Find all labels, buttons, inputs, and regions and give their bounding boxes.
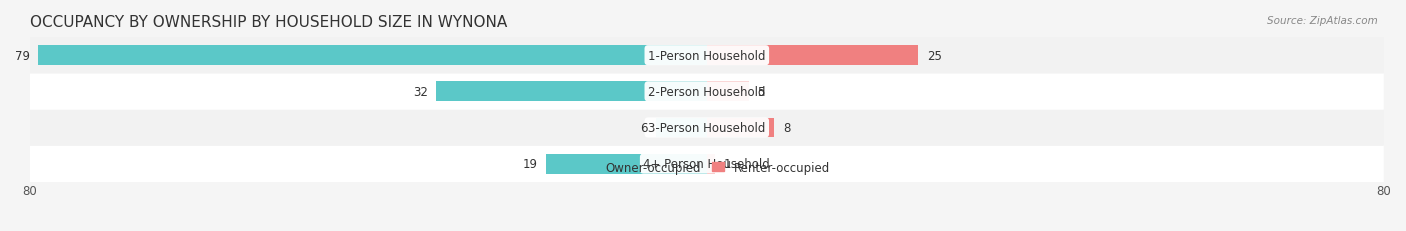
Text: OCCUPANCY BY OWNERSHIP BY HOUSEHOLD SIZE IN WYNONA: OCCUPANCY BY OWNERSHIP BY HOUSEHOLD SIZE… (30, 15, 508, 30)
Bar (38, 46, 707, 66)
FancyBboxPatch shape (30, 109, 1384, 146)
Text: 4+ Person Household: 4+ Person Household (644, 157, 770, 170)
Bar (546, 154, 707, 174)
Text: 6: 6 (640, 122, 648, 134)
Text: 32: 32 (413, 85, 427, 98)
Text: 1-Person Household: 1-Person Household (648, 49, 765, 62)
FancyBboxPatch shape (30, 73, 1384, 110)
Text: 8: 8 (783, 122, 790, 134)
FancyBboxPatch shape (30, 146, 1384, 182)
Bar (436, 82, 707, 102)
Text: Source: ZipAtlas.com: Source: ZipAtlas.com (1267, 16, 1378, 26)
Bar (657, 118, 707, 138)
Text: 25: 25 (927, 49, 942, 62)
Text: 1: 1 (724, 157, 731, 170)
Bar (707, 154, 716, 174)
Bar (707, 118, 775, 138)
Text: 3-Person Household: 3-Person Household (648, 122, 765, 134)
Text: 79: 79 (15, 49, 30, 62)
Text: 19: 19 (523, 157, 537, 170)
Text: 2-Person Household: 2-Person Household (648, 85, 765, 98)
Bar (707, 46, 918, 66)
Text: 5: 5 (758, 85, 765, 98)
Legend: Owner-occupied, Renter-occupied: Owner-occupied, Renter-occupied (579, 157, 835, 179)
FancyBboxPatch shape (30, 38, 1384, 74)
Bar (707, 82, 749, 102)
